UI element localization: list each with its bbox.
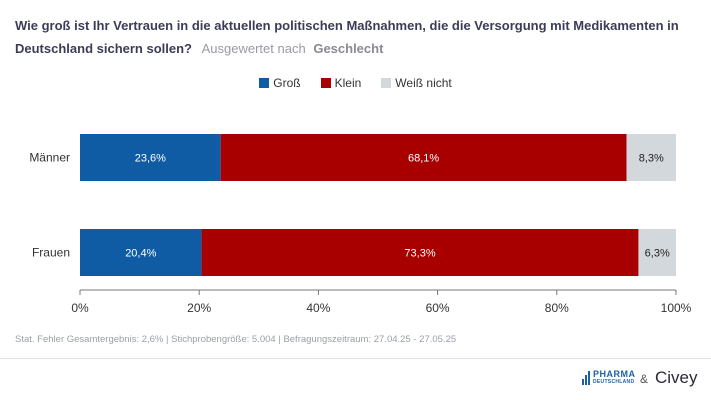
bar-segment: [201, 229, 639, 276]
pharma-logo-mark-icon: [582, 371, 590, 385]
data-label: 23,6%: [135, 153, 166, 165]
legend-swatch: [320, 78, 331, 88]
x-tick-label: 20%: [187, 301, 211, 315]
bar-segment: [638, 229, 676, 276]
stacked-bar-chart: Männer 23,6% 68,1% 8,3% Frauen 20,4% 73,3% 6,3%…: [29, 134, 692, 315]
legend-swatch: [381, 78, 392, 88]
data-label: 8,3%: [639, 153, 664, 165]
x-tick-label: 40%: [306, 301, 330, 315]
x-tick-label: 100%: [661, 301, 692, 315]
civey-logo: Civey: [655, 368, 698, 387]
footer-divider: [0, 358, 711, 359]
legend: Groß Klein Weiß nicht: [0, 76, 711, 90]
legend-item: Groß: [259, 76, 301, 90]
x-tick-label: 60%: [426, 301, 450, 315]
data-label: 20,4%: [125, 248, 156, 260]
question-text: Wie groß ist Ihr Vertrauen in die aktuel…: [15, 18, 679, 56]
bar-segment: [80, 134, 221, 181]
x-tick-label: 80%: [545, 301, 569, 315]
chart-title: Wie groß ist Ihr Vertrauen in die aktuel…: [15, 14, 695, 60]
pharma-logo-line1: PHARMA: [593, 369, 636, 379]
x-tick-label: 0%: [71, 301, 89, 315]
ampersand: &: [640, 372, 649, 386]
data-label: 68,1%: [408, 153, 439, 165]
group-selector[interactable]: Geschlecht: [313, 41, 384, 56]
category-label: Männer: [29, 151, 70, 165]
pharma-logo-line2: DEUTSCHLAND: [593, 379, 635, 385]
legend-label: Groß: [273, 76, 301, 90]
bar-segment: [220, 134, 627, 181]
legend-label: Klein: [334, 76, 362, 90]
evaluated-by-label: Ausgewertet nach: [201, 41, 306, 56]
legend-label: Weiß nicht: [395, 76, 452, 90]
bar-segment: [80, 229, 202, 276]
legend-swatch: [259, 78, 270, 88]
data-label: 6,3%: [645, 248, 670, 260]
bar-segment: [626, 134, 676, 181]
pharma-deutschland-logo: PHARMA DEUTSCHLAND: [582, 370, 636, 386]
data-label: 73,3%: [404, 248, 435, 260]
footer-note: Stat. Fehler Gesamtergebnis: 2,6% | Stic…: [15, 334, 457, 345]
legend-item: Klein: [320, 76, 362, 90]
legend-item: Weiß nicht: [381, 76, 452, 90]
category-label: Frauen: [32, 246, 70, 260]
